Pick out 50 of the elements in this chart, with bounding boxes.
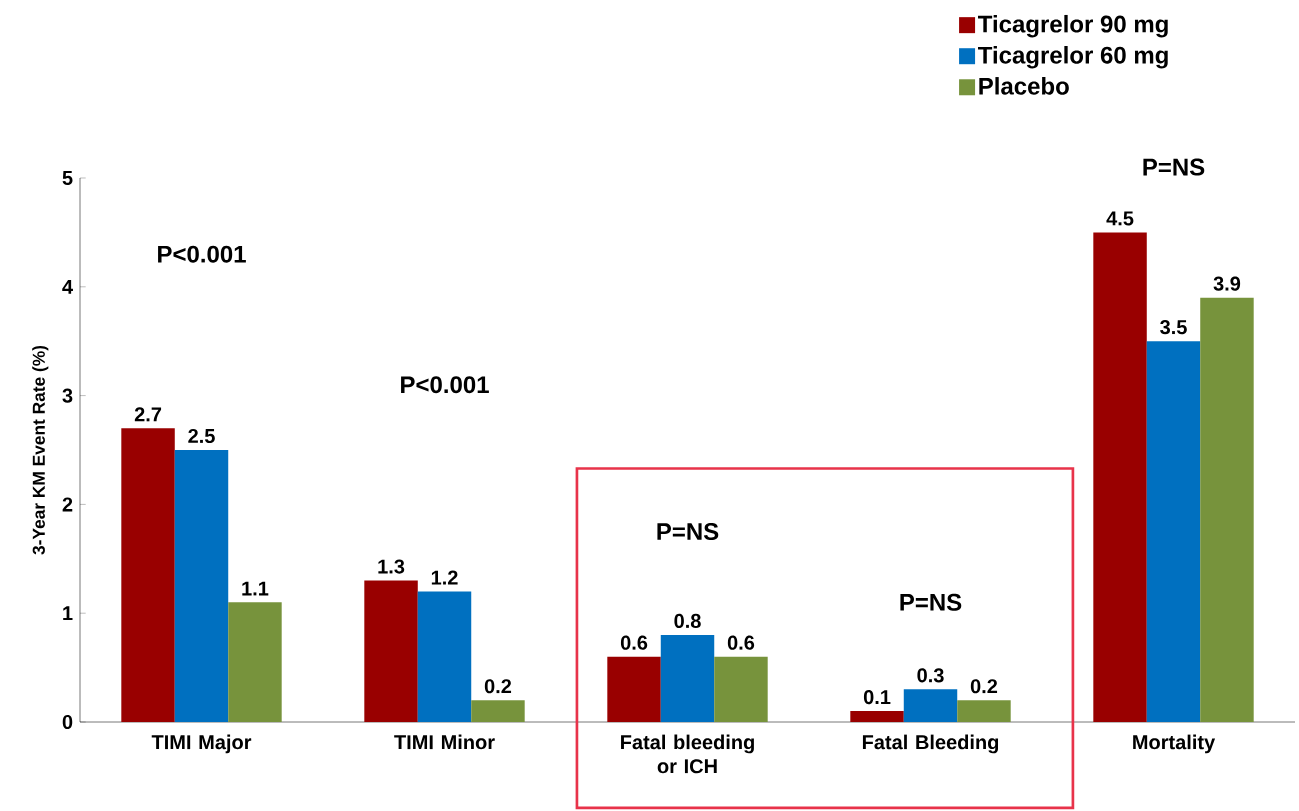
y-tick-label: 0 <box>62 714 73 730</box>
y-tick-label: 4 <box>62 279 73 294</box>
x-tick-label: TIMI Minor <box>394 734 495 750</box>
annotation: P<0.001 <box>401 376 489 394</box>
data-label: 0.1 <box>863 690 891 705</box>
annotation: P<0.001 <box>158 245 246 263</box>
y-tick-label: 1 <box>63 606 73 621</box>
data-label: 0.6 <box>727 635 755 650</box>
bar <box>364 580 418 722</box>
annotation: P=NS <box>900 593 962 611</box>
y-axis-title: 3-Year KM Event Rate (%) <box>32 345 49 555</box>
data-label: 1.1 <box>242 581 269 596</box>
y-tick-label: 3 <box>62 388 73 403</box>
data-label: 0.6 <box>620 635 648 650</box>
data-label: 0.8 <box>674 613 701 629</box>
data-label: 2.7 <box>134 407 162 422</box>
x-tick-label: Fatal bleeding or ICH <box>621 734 754 774</box>
bar <box>417 591 472 722</box>
y-tick-label: 2 <box>62 497 73 512</box>
data-label: 3.9 <box>1213 276 1241 291</box>
data-label: 0.3 <box>917 668 944 683</box>
bar <box>228 602 282 722</box>
y-tick-label: 5 <box>62 171 73 185</box>
data-label: 1.3 <box>378 559 405 574</box>
data-label: 4.5 <box>1106 211 1134 226</box>
bar <box>1093 232 1147 722</box>
bar <box>607 656 661 722</box>
bar <box>1200 297 1254 722</box>
legend-label: Ticagrelor 60 mg <box>978 46 1168 69</box>
x-tick-label: Mortality <box>1133 734 1216 754</box>
text: P=NS <box>1143 158 1205 176</box>
x-tick-label: Fatal Bleeding <box>862 734 999 754</box>
bar <box>471 700 525 722</box>
legend-label: Placebo <box>979 77 1069 95</box>
bar <box>660 634 715 722</box>
annotation: P=NS <box>657 523 719 541</box>
data-label: 0.2 <box>484 679 512 694</box>
bar <box>957 700 1011 722</box>
legend-label: Ticagrelor 90 mg <box>978 14 1168 38</box>
x-tick-label: TIMI Major <box>151 734 252 754</box>
bar <box>714 656 768 722</box>
bar <box>903 689 958 722</box>
data-label: 0.2 <box>970 679 998 694</box>
bar <box>121 428 175 722</box>
bar <box>174 450 229 722</box>
data-label: 1.2 <box>431 570 458 585</box>
bar <box>1146 341 1201 722</box>
data-label: 2.5 <box>188 428 215 444</box>
bar <box>850 711 904 722</box>
data-label: 3.5 <box>1160 320 1187 335</box>
